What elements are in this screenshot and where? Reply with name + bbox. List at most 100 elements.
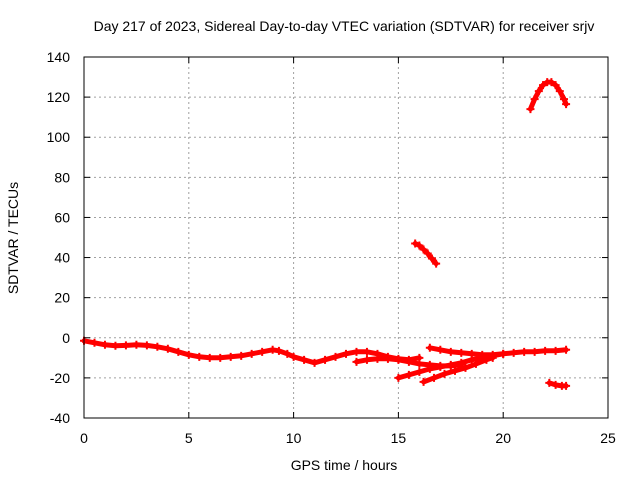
plot-frame bbox=[83, 56, 609, 419]
data-series bbox=[545, 378, 571, 390]
data-point bbox=[289, 352, 298, 361]
data-point bbox=[226, 352, 235, 361]
data-point bbox=[471, 359, 480, 368]
data-point bbox=[499, 349, 508, 358]
y-tick-label: 20 bbox=[54, 290, 70, 306]
y-axis-label: SDTVAR / TECUs bbox=[5, 182, 21, 294]
data-series bbox=[411, 239, 441, 268]
x-tick-label: 10 bbox=[286, 430, 302, 446]
data-point bbox=[174, 347, 183, 356]
grid-lines bbox=[84, 57, 608, 418]
data-point bbox=[530, 95, 539, 104]
data-point bbox=[352, 347, 361, 356]
data-series bbox=[425, 343, 508, 359]
data-point bbox=[195, 352, 204, 361]
data-point bbox=[547, 78, 556, 87]
data-point bbox=[419, 377, 428, 386]
data-point bbox=[534, 87, 543, 96]
data-marks bbox=[80, 78, 571, 390]
data-point bbox=[184, 350, 193, 359]
data-point bbox=[268, 345, 277, 354]
x-tick-label: 25 bbox=[600, 430, 616, 446]
data-point bbox=[411, 239, 420, 248]
data-point bbox=[100, 340, 109, 349]
y-tick-label: -40 bbox=[50, 410, 70, 426]
data-point bbox=[121, 341, 130, 350]
data-point bbox=[427, 254, 436, 263]
x-tick-label: 0 bbox=[80, 430, 88, 446]
y-tick-label: 140 bbox=[47, 49, 71, 65]
data-point bbox=[423, 249, 432, 258]
y-tick-label: 40 bbox=[54, 250, 70, 266]
data-point bbox=[331, 352, 340, 361]
data-point bbox=[425, 364, 434, 373]
chart-title: Day 217 of 2023, Sidereal Day-to-day VTE… bbox=[94, 18, 595, 34]
data-point bbox=[551, 81, 560, 90]
x-tick-label: 15 bbox=[391, 430, 407, 446]
data-point bbox=[551, 380, 560, 389]
data-point bbox=[551, 346, 560, 355]
tick-marks bbox=[83, 56, 609, 419]
y-tick-label: 100 bbox=[47, 129, 71, 145]
data-point bbox=[383, 354, 392, 363]
data-point bbox=[541, 346, 550, 355]
data-point bbox=[90, 338, 99, 347]
data-point bbox=[526, 105, 535, 114]
data-point bbox=[247, 349, 256, 358]
data-point bbox=[258, 347, 267, 356]
y-tick-label: 80 bbox=[54, 169, 70, 185]
data-point bbox=[509, 348, 518, 357]
data-point bbox=[440, 369, 449, 378]
data-point bbox=[404, 370, 413, 379]
data-point bbox=[488, 350, 497, 359]
data-point bbox=[321, 355, 330, 364]
x-axis-label: GPS time / hours bbox=[291, 457, 398, 473]
data-point bbox=[530, 347, 539, 356]
data-point bbox=[373, 354, 382, 363]
data-point bbox=[562, 100, 571, 109]
data-point bbox=[394, 373, 403, 382]
data-point bbox=[432, 259, 441, 268]
data-point bbox=[415, 241, 424, 250]
data-point bbox=[562, 381, 571, 390]
data-point bbox=[352, 357, 361, 366]
y-tick-label: -20 bbox=[50, 370, 70, 386]
data-point bbox=[457, 348, 466, 357]
data-point bbox=[562, 345, 571, 354]
data-point bbox=[300, 355, 309, 364]
data-point bbox=[555, 87, 564, 96]
tick-labels: 0 5 10 15 20 25 -40 -20 0 20 40 60 80 100 120 140 bbox=[47, 49, 616, 446]
data-series bbox=[526, 78, 571, 114]
data-point bbox=[446, 347, 455, 356]
x-tick-label: 20 bbox=[495, 430, 511, 446]
data-point bbox=[539, 81, 548, 90]
data-point bbox=[457, 358, 466, 367]
data-point bbox=[446, 360, 455, 369]
data-point bbox=[362, 347, 371, 356]
data-point bbox=[111, 341, 120, 350]
data-point bbox=[430, 373, 439, 382]
y-tick-label: 120 bbox=[47, 89, 71, 105]
y-tick-label: 0 bbox=[62, 330, 70, 346]
data-point bbox=[163, 344, 172, 353]
data-point bbox=[205, 353, 214, 362]
data-point bbox=[559, 95, 568, 104]
data-point bbox=[436, 362, 445, 371]
data-point bbox=[467, 349, 476, 358]
data-point bbox=[394, 355, 403, 364]
data-point bbox=[310, 358, 319, 367]
data-point bbox=[425, 343, 434, 352]
data-point bbox=[283, 349, 292, 358]
data-point bbox=[342, 349, 350, 358]
data-point bbox=[436, 345, 445, 354]
data-point bbox=[153, 342, 162, 351]
data-point bbox=[415, 367, 424, 376]
data-point bbox=[237, 351, 246, 360]
data-series bbox=[419, 353, 497, 386]
data-point bbox=[142, 341, 151, 350]
data-point bbox=[419, 245, 428, 254]
data-point bbox=[274, 346, 283, 355]
x-tick-label: 5 bbox=[185, 430, 193, 446]
